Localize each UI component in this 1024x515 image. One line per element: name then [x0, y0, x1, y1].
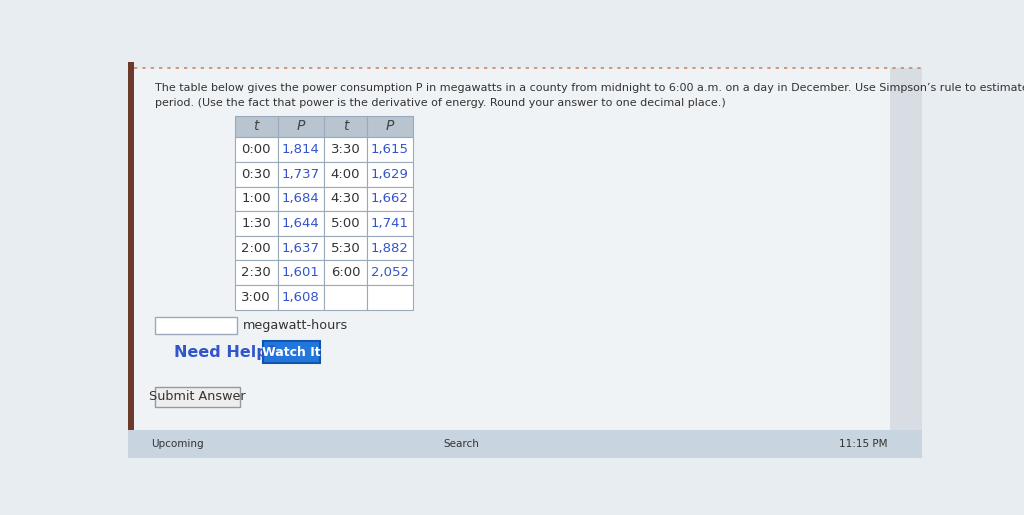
- Bar: [324, 116, 367, 138]
- Bar: [367, 236, 414, 261]
- Text: 2:00: 2:00: [242, 242, 271, 254]
- Text: megawatt-hours: megawatt-hours: [243, 319, 348, 332]
- Text: 2,052: 2,052: [371, 266, 409, 279]
- Text: 1,629: 1,629: [371, 168, 409, 181]
- Text: 1,741: 1,741: [371, 217, 409, 230]
- Text: 1,814: 1,814: [282, 143, 319, 156]
- Bar: [155, 317, 237, 334]
- Bar: [324, 211, 367, 236]
- Text: 3:00: 3:00: [242, 291, 271, 304]
- Bar: [278, 236, 324, 261]
- Text: P: P: [297, 119, 305, 133]
- Text: 1,684: 1,684: [282, 193, 319, 205]
- Text: 1,737: 1,737: [282, 168, 319, 181]
- Bar: [278, 261, 324, 285]
- Text: 4:00: 4:00: [331, 168, 360, 181]
- Bar: [234, 236, 278, 261]
- Text: 4:30: 4:30: [331, 193, 360, 205]
- Bar: [367, 138, 414, 162]
- Text: Search: Search: [443, 439, 479, 449]
- Text: 1,882: 1,882: [371, 242, 409, 254]
- Bar: [367, 211, 414, 236]
- Bar: [234, 186, 278, 211]
- Text: 3:30: 3:30: [331, 143, 360, 156]
- Bar: [278, 285, 324, 310]
- Bar: [324, 138, 367, 162]
- Bar: [324, 285, 367, 310]
- Text: 0:00: 0:00: [242, 143, 271, 156]
- Text: 1,615: 1,615: [371, 143, 409, 156]
- Text: Need Help?: Need Help?: [174, 345, 278, 359]
- Text: 1,601: 1,601: [282, 266, 319, 279]
- Bar: [278, 116, 324, 138]
- Bar: [128, 430, 922, 458]
- Bar: [278, 138, 324, 162]
- Text: Upcoming: Upcoming: [152, 439, 204, 449]
- Bar: [234, 162, 278, 186]
- Bar: [324, 261, 367, 285]
- Bar: [367, 186, 414, 211]
- Text: P: P: [386, 119, 394, 133]
- Bar: [367, 285, 414, 310]
- Text: 6:00: 6:00: [331, 266, 360, 279]
- Bar: [278, 211, 324, 236]
- Bar: [128, 62, 134, 458]
- Text: 1:00: 1:00: [242, 193, 271, 205]
- Bar: [324, 162, 367, 186]
- Text: 5:30: 5:30: [331, 242, 360, 254]
- Bar: [234, 285, 278, 310]
- Text: Watch It: Watch It: [262, 346, 321, 358]
- Bar: [234, 116, 278, 138]
- Bar: [278, 186, 324, 211]
- Text: 5:00: 5:00: [331, 217, 360, 230]
- Text: The table below gives the power consumption P in megawatts in a county from midn: The table below gives the power consumpt…: [155, 83, 1024, 93]
- Text: t: t: [343, 119, 348, 133]
- Text: 1,637: 1,637: [282, 242, 319, 254]
- Text: 1:30: 1:30: [242, 217, 271, 230]
- Bar: [263, 341, 321, 363]
- Text: 1,644: 1,644: [282, 217, 319, 230]
- Bar: [324, 186, 367, 211]
- Text: 1,608: 1,608: [282, 291, 319, 304]
- Bar: [234, 261, 278, 285]
- Bar: [890, 68, 922, 430]
- Bar: [155, 387, 241, 407]
- Bar: [234, 138, 278, 162]
- Bar: [367, 116, 414, 138]
- Text: 2:30: 2:30: [242, 266, 271, 279]
- Bar: [367, 261, 414, 285]
- Bar: [324, 236, 367, 261]
- Bar: [234, 211, 278, 236]
- Text: 0:30: 0:30: [242, 168, 271, 181]
- Text: Submit Answer: Submit Answer: [150, 390, 246, 403]
- Text: t: t: [254, 119, 259, 133]
- Text: 11:15 PM: 11:15 PM: [839, 439, 888, 449]
- Text: period. (Use the fact that power is the derivative of energy. Round your answer : period. (Use the fact that power is the …: [155, 98, 726, 108]
- Bar: [367, 162, 414, 186]
- Bar: [278, 162, 324, 186]
- Text: 1,662: 1,662: [371, 193, 409, 205]
